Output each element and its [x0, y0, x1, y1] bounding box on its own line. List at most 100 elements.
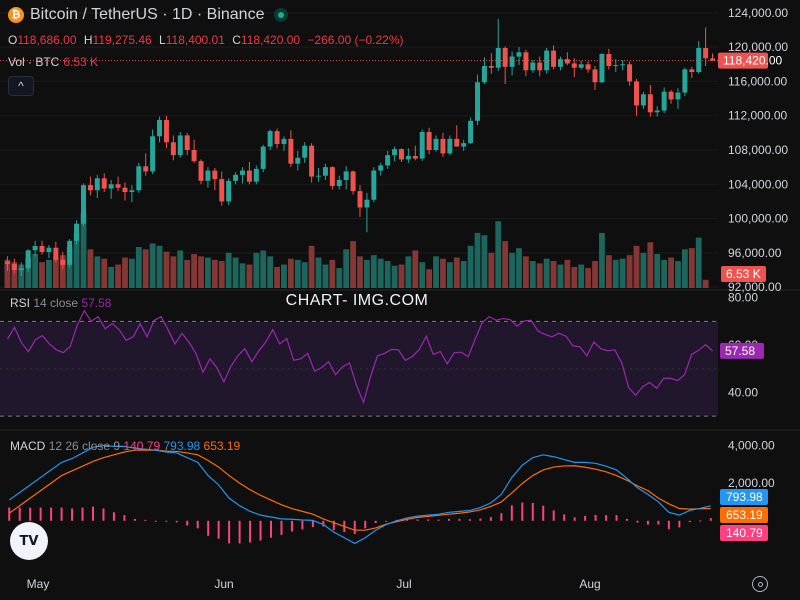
macd-histogram-bar [144, 519, 147, 521]
volume-bar [18, 264, 25, 288]
macd-histogram-bar [688, 520, 691, 523]
volume-bar [59, 255, 66, 288]
volume-bar [329, 259, 336, 288]
candle-body [170, 142, 176, 156]
candle-body [39, 246, 45, 252]
price-axis-label: 120,000.00 [728, 40, 788, 54]
open-key: O [8, 33, 18, 47]
collapse-legend-button[interactable]: ^ [8, 76, 34, 96]
candle-body [392, 149, 398, 156]
macd-histogram-bar [521, 502, 524, 521]
macd-signal-tag: 653.19 [726, 508, 763, 522]
symbol-title[interactable]: Bitcoin / TetherUS · 1D · Binance [30, 6, 265, 23]
candle-body [654, 110, 660, 113]
candle-body [184, 135, 190, 150]
volume-bar [370, 255, 377, 288]
high-key: H [83, 33, 93, 47]
volume-bar [364, 259, 370, 288]
tradingview-logo[interactable]: TV [10, 522, 48, 560]
volume-bar [315, 257, 322, 288]
macd-histogram-bar [8, 507, 11, 521]
price-axis-label: 108,000.00 [728, 143, 788, 157]
volume-bar [460, 261, 467, 288]
volume-bar [536, 263, 543, 288]
rsi-value-tag-bg [720, 342, 764, 359]
volume-bar [405, 256, 412, 288]
macd-histogram-bar [657, 520, 660, 525]
macd-histogram-bar [71, 508, 74, 521]
macd-histogram-bar [458, 518, 461, 521]
volume-bar [94, 256, 101, 288]
macd-histogram-bar [18, 507, 21, 521]
macd-histogram-bar [594, 514, 597, 521]
rsi-title: RSI [10, 296, 31, 310]
price-axis-label: 124,000.00 [728, 6, 788, 20]
bitcoin-icon: ₿ [8, 7, 24, 23]
macd-histogram-bar [500, 513, 503, 521]
candle-body [157, 120, 163, 137]
macd-histogram-tag-bg [720, 525, 768, 541]
candle-body [60, 259, 66, 265]
volume-bar [453, 257, 460, 288]
candle-body [613, 65, 619, 67]
candle-body [371, 170, 377, 200]
volume-bar [246, 264, 253, 288]
candle-body [488, 66, 494, 68]
time-axis-label: Jun [214, 577, 233, 591]
macd-histogram-bar [81, 507, 84, 521]
last-price-tag: 118,420.00 [723, 54, 782, 68]
macd-histogram-bar [636, 520, 639, 523]
candle-body [364, 199, 370, 208]
volume-bar [481, 235, 488, 288]
volume-bar [661, 259, 668, 288]
candle-body [274, 131, 280, 144]
macd-histogram-bar [228, 520, 231, 544]
candle-body [143, 166, 149, 172]
rsi-legend: RSI 14 close 57.58 [10, 296, 111, 310]
macd-histogram-value: 140.79 [123, 439, 161, 453]
macd-histogram-bar [259, 520, 262, 541]
candle-body [620, 64, 626, 66]
macd-histogram-bar [699, 520, 702, 522]
volume-bar [218, 261, 225, 288]
candle-body [703, 48, 709, 59]
volume-bar [543, 258, 550, 288]
macd-histogram-bar [50, 507, 53, 521]
volume-bar [495, 221, 502, 288]
volume-bar [488, 252, 495, 288]
candle-body [253, 168, 259, 182]
candle-body [523, 52, 529, 71]
volume-bar [4, 259, 11, 288]
candle-body [481, 66, 487, 83]
candle-body [122, 187, 128, 192]
volume-bar [225, 252, 232, 288]
volume-bar [377, 258, 384, 288]
symbol-title-row: ₿ Bitcoin / TetherUS · 1D · Binance [8, 6, 289, 24]
candle-body [578, 64, 584, 68]
macd-histogram-bar [605, 515, 608, 521]
volume-bar [398, 264, 405, 288]
candle-body [316, 175, 322, 177]
volume-bar [115, 264, 121, 288]
macd-histogram-bar [416, 519, 419, 521]
candle-body [530, 62, 536, 71]
macd-line-value: 793.98 [163, 439, 201, 453]
candle-body [564, 59, 570, 64]
change-value: −266.00 (−0.22%) [307, 33, 404, 47]
candle-body [25, 250, 31, 269]
volume-bar [557, 264, 564, 288]
settings-gear-icon[interactable] [752, 576, 768, 592]
volume-bar [675, 261, 681, 288]
macd-histogram-bar [322, 520, 325, 527]
macd-histogram-bar [573, 517, 576, 521]
price-axis-label: 116,000.00 [728, 74, 787, 88]
macd-histogram-bar [510, 505, 513, 521]
candle-body [246, 170, 252, 182]
volume-bar [688, 248, 695, 288]
volume-bar [66, 246, 73, 288]
candle-body [447, 138, 453, 154]
candle-body [322, 167, 328, 176]
volume-bar [516, 248, 522, 288]
macd-histogram-bar [112, 512, 115, 521]
